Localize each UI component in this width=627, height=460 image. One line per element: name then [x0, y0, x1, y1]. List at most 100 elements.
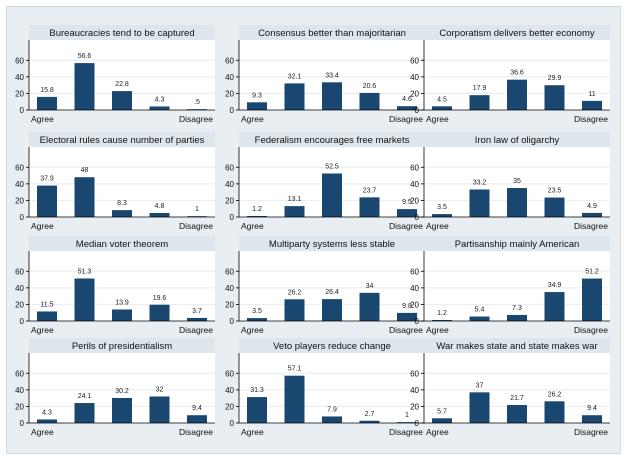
plot-area: [29, 251, 215, 321]
x-label-disagree: Disagree: [179, 427, 213, 437]
x-label-agree: Agree: [241, 325, 264, 335]
y-tick-label: 40: [410, 284, 419, 293]
bar: [359, 420, 380, 423]
y-tick-label: 60: [15, 267, 24, 276]
x-label-agree: Agree: [241, 427, 264, 437]
panel-title: Veto players reduce change: [273, 341, 391, 352]
bar-value-label: 19.6: [153, 295, 167, 302]
y-tick-label: 60: [225, 163, 234, 172]
y-tick-label: 0: [20, 106, 25, 115]
bar: [284, 375, 305, 423]
small-multiples-chart: Bureaucracies tend to be captured 0 20 40 60…: [15, 25, 610, 437]
y-tick-label: 40: [15, 73, 24, 82]
y-tick-label: 60: [410, 267, 419, 276]
bar: [37, 96, 57, 110]
bar: [432, 106, 452, 110]
x-label-agree: Agree: [426, 114, 449, 124]
panel-3: Corporatism delivers better economy 0 20 40…: [410, 25, 610, 124]
y-tick-label: 60: [225, 56, 234, 65]
bar-value-label: .5: [194, 99, 200, 106]
bar-value-label: 56.6: [78, 53, 92, 60]
bar-value-label: 9.4: [587, 405, 597, 412]
bar: [247, 102, 267, 110]
bar: [507, 79, 527, 110]
bar: [322, 416, 342, 423]
bar: [284, 83, 305, 110]
y-tick-label: 40: [410, 386, 419, 395]
y-tick-label: 20: [410, 89, 419, 98]
panel-title: War makes state and state makes war: [436, 341, 597, 352]
panel-4: Electoral rules cause number of parties 0…: [15, 132, 215, 231]
bar-value-label: 33.4: [325, 72, 339, 79]
bar: [74, 403, 95, 423]
y-tick-label: 0: [20, 419, 25, 428]
y-tick-label: 0: [230, 419, 235, 428]
x-label-disagree: Disagree: [179, 114, 213, 124]
bar-value-label: 37.9: [40, 176, 54, 183]
bar-value-label: 5.4: [475, 307, 485, 314]
bar: [149, 213, 170, 217]
bar: [582, 278, 602, 321]
bar-value-label: 37: [476, 382, 484, 389]
bar: [112, 397, 132, 423]
bar: [397, 422, 417, 423]
bar-value-label: 51.3: [78, 268, 92, 275]
y-tick-label: 0: [230, 213, 235, 222]
bar-value-label: 4.8: [155, 203, 165, 210]
panel-title: Median voter theorem: [76, 239, 168, 250]
x-label-agree: Agree: [426, 325, 449, 335]
y-tick-label: 0: [415, 213, 420, 222]
y-tick-label: 40: [225, 73, 234, 82]
y-tick-label: 40: [225, 180, 234, 189]
bar-value-label: 1: [195, 206, 199, 213]
panel-1: Bureaucracies tend to be captured 0 20 40 60…: [15, 25, 215, 124]
y-tick-label: 20: [15, 89, 24, 98]
panel-9: Partisanship mainly American 0 20 40 60 1.2 5.…: [410, 236, 610, 335]
panel-title: Partisanship mainly American: [455, 239, 580, 250]
bar-value-label: 33.2: [473, 179, 487, 186]
bar-value-label: 51.2: [585, 269, 599, 276]
panel-10: Perils of presidentialism 0 20 40 60 4.3 24.1 3…: [15, 338, 215, 437]
panel-title-strip: [29, 25, 215, 40]
bar-value-label: 9.8: [402, 303, 412, 310]
bar-value-label: 1.2: [252, 206, 262, 213]
x-label-agree: Agree: [426, 221, 449, 231]
bar-value-label: 3.7: [192, 308, 202, 315]
bar-value-label: 36.6: [510, 70, 524, 77]
bar: [187, 317, 207, 321]
y-tick-label: 60: [225, 369, 234, 378]
bar: [284, 299, 305, 321]
panel-title: Bureaucracies tend to be captured: [49, 28, 194, 39]
bar-value-label: 17.9: [473, 85, 487, 92]
bar-value-label: 7.3: [512, 305, 522, 312]
y-tick-label: 0: [415, 419, 420, 428]
plot-area: [239, 353, 425, 423]
x-label-disagree: Disagree: [574, 427, 608, 437]
bar-value-label: 9.3: [252, 92, 262, 99]
panel-8: Multiparty systems less stable 0 20 40 60 3.5…: [225, 236, 425, 335]
x-label-disagree: Disagree: [179, 221, 213, 231]
bar: [432, 418, 452, 423]
bar: [507, 188, 527, 217]
bar: [74, 63, 95, 110]
x-label-agree: Agree: [31, 325, 54, 335]
panel-title: Federalism encourages free markets: [255, 135, 410, 146]
bar: [37, 419, 57, 423]
bar: [544, 85, 565, 110]
panel-title-strip: [239, 25, 425, 40]
bar: [469, 189, 490, 217]
bar-value-label: 22.8: [115, 81, 129, 88]
bar-value-label: 3.5: [252, 308, 262, 315]
bar: [284, 206, 305, 217]
panel-title-strip: [424, 132, 610, 147]
y-tick-label: 20: [15, 402, 24, 411]
plot-area: [29, 147, 215, 217]
bar: [74, 278, 95, 321]
bar-value-label: 57.1: [288, 366, 302, 373]
bar: [397, 312, 417, 321]
y-tick-label: 60: [410, 56, 419, 65]
bar-value-label: 26.4: [325, 289, 339, 296]
bar: [544, 197, 565, 217]
x-label-disagree: Disagree: [574, 114, 608, 124]
bar: [582, 415, 602, 423]
